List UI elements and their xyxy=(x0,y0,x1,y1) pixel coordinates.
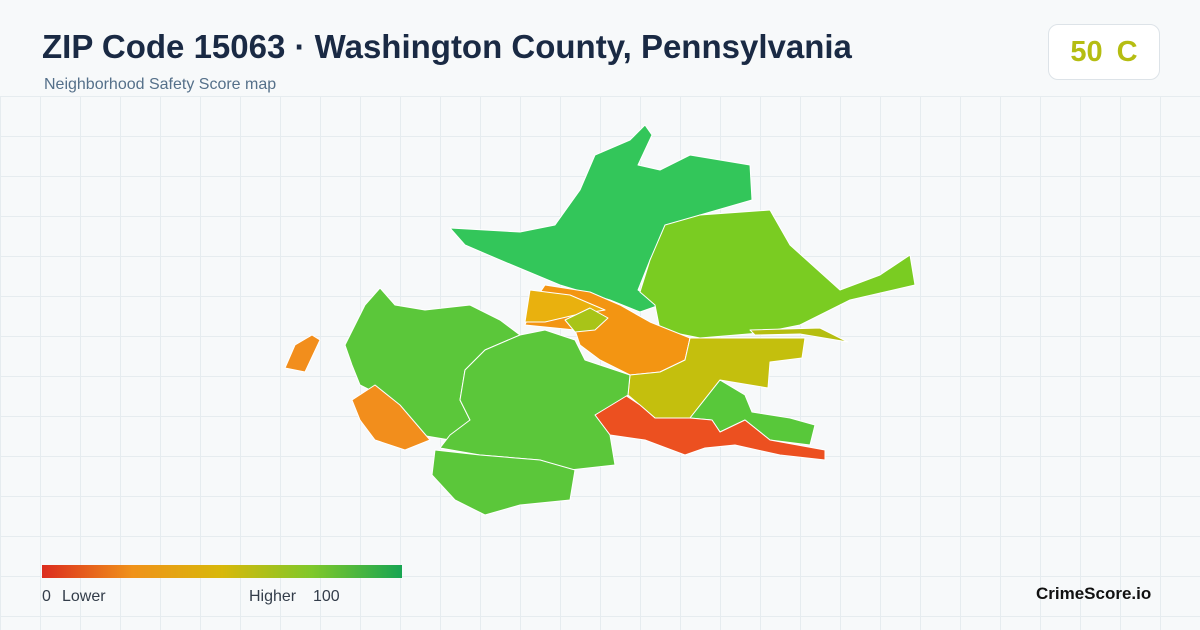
legend-min: 0 xyxy=(42,588,51,605)
brand: CrimeScore.io xyxy=(1036,584,1152,603)
title: ZIP Code 15063 · Washington County, Penn… xyxy=(42,28,852,65)
region[interactable] xyxy=(284,334,321,373)
score-badge: 50 C xyxy=(1048,24,1160,80)
region[interactable] xyxy=(639,209,916,339)
region[interactable] xyxy=(749,327,849,343)
grade: C xyxy=(1116,35,1138,68)
subtitle: Neighborhood Safety Score map xyxy=(44,76,277,93)
header: ZIP Code 15063 · Washington County, Penn… xyxy=(0,0,1200,96)
legend-max: 100 xyxy=(313,588,340,605)
legend-min-label: Lower xyxy=(62,588,106,605)
region[interactable] xyxy=(351,384,431,451)
region[interactable] xyxy=(594,394,826,461)
score: 50 xyxy=(1070,35,1103,68)
region[interactable] xyxy=(431,449,576,516)
legend-gradient xyxy=(42,565,402,578)
region[interactable] xyxy=(564,307,609,333)
region[interactable] xyxy=(439,329,631,471)
legend-max-label: Higher xyxy=(249,588,297,605)
